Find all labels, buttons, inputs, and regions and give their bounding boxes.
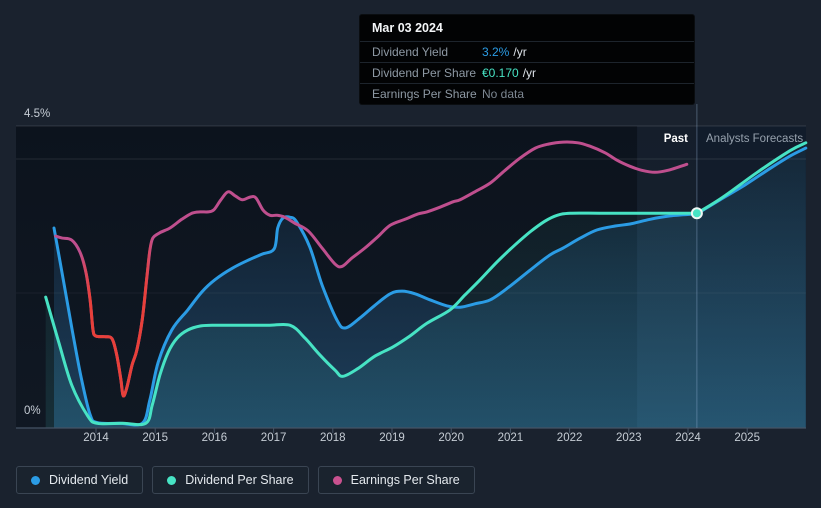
- tooltip-value: No data: [482, 86, 525, 101]
- y-axis-top-label: 4.5%: [24, 108, 51, 120]
- legend-item-earnings-per-share[interactable]: Earnings Per Share: [317, 466, 475, 494]
- x-axis-label: 2023: [616, 432, 642, 444]
- tooltip-row-earnings-per-share: Earnings Per Share No data: [360, 83, 694, 104]
- x-axis-label: 2018: [320, 432, 346, 444]
- x-axis-label: 2024: [675, 432, 701, 444]
- legend-item-dividend-per-share[interactable]: Dividend Per Share: [152, 466, 309, 494]
- tooltip-label: Dividend Yield: [372, 44, 449, 59]
- legend-label: Dividend Yield: [49, 473, 129, 487]
- dividend-yield-line: [52, 212, 699, 427]
- analysts-forecasts-label: Analysts Forecasts: [706, 133, 804, 145]
- x-axis-label: 2016: [201, 432, 228, 444]
- legend: Dividend Yield Dividend Per Share Earnin…: [16, 466, 475, 494]
- tooltip-label: Earnings Per Share: [372, 86, 477, 101]
- tooltip-unit: /yr: [522, 65, 537, 80]
- hover-tooltip: Mar 03 2024 Dividend Yield 3.2% /yr Divi…: [360, 15, 694, 104]
- x-axis-label: 2025: [734, 432, 760, 444]
- earnings-per-share-negative-segment: [78, 236, 155, 398]
- dividend-per-share-line: [44, 211, 699, 427]
- tooltip-date: Mar 03 2024: [372, 21, 443, 35]
- legend-dot-magenta: [332, 475, 342, 485]
- legend-label: Dividend Per Share: [185, 473, 294, 487]
- tooltip-unit: /yr: [513, 44, 527, 59]
- tooltip-row-dividend-yield: Dividend Yield 3.2% /yr: [360, 41, 694, 62]
- legend-label: Earnings Per Share: [350, 473, 460, 487]
- past-label: Past: [663, 133, 688, 145]
- x-axis-label: 2019: [379, 432, 405, 444]
- x-axis-label: 2014: [83, 432, 109, 444]
- legend-item-dividend-yield[interactable]: Dividend Yield: [16, 466, 144, 494]
- tooltip-value: €0.170: [482, 65, 519, 80]
- x-axis-label: 2021: [497, 432, 524, 444]
- tooltip-label: Dividend Per Share: [372, 65, 477, 80]
- x-axis-label: 2017: [260, 432, 287, 444]
- marker-dot: [690, 207, 703, 220]
- x-axis-label: 2022: [556, 432, 583, 444]
- y-axis-bottom-label: 0%: [24, 405, 41, 417]
- tooltip-value: 3.2%: [482, 44, 510, 59]
- dividend-per-share-forecast-line: [695, 141, 808, 215]
- legend-dot-teal: [167, 475, 177, 485]
- legend-dot-blue: [31, 475, 40, 485]
- x-axis-label: 2015: [142, 432, 168, 444]
- x-axis-label: 2020: [438, 432, 464, 444]
- tooltip-row-dividend-per-share: Dividend Per Share €0.170 /yr: [360, 62, 694, 83]
